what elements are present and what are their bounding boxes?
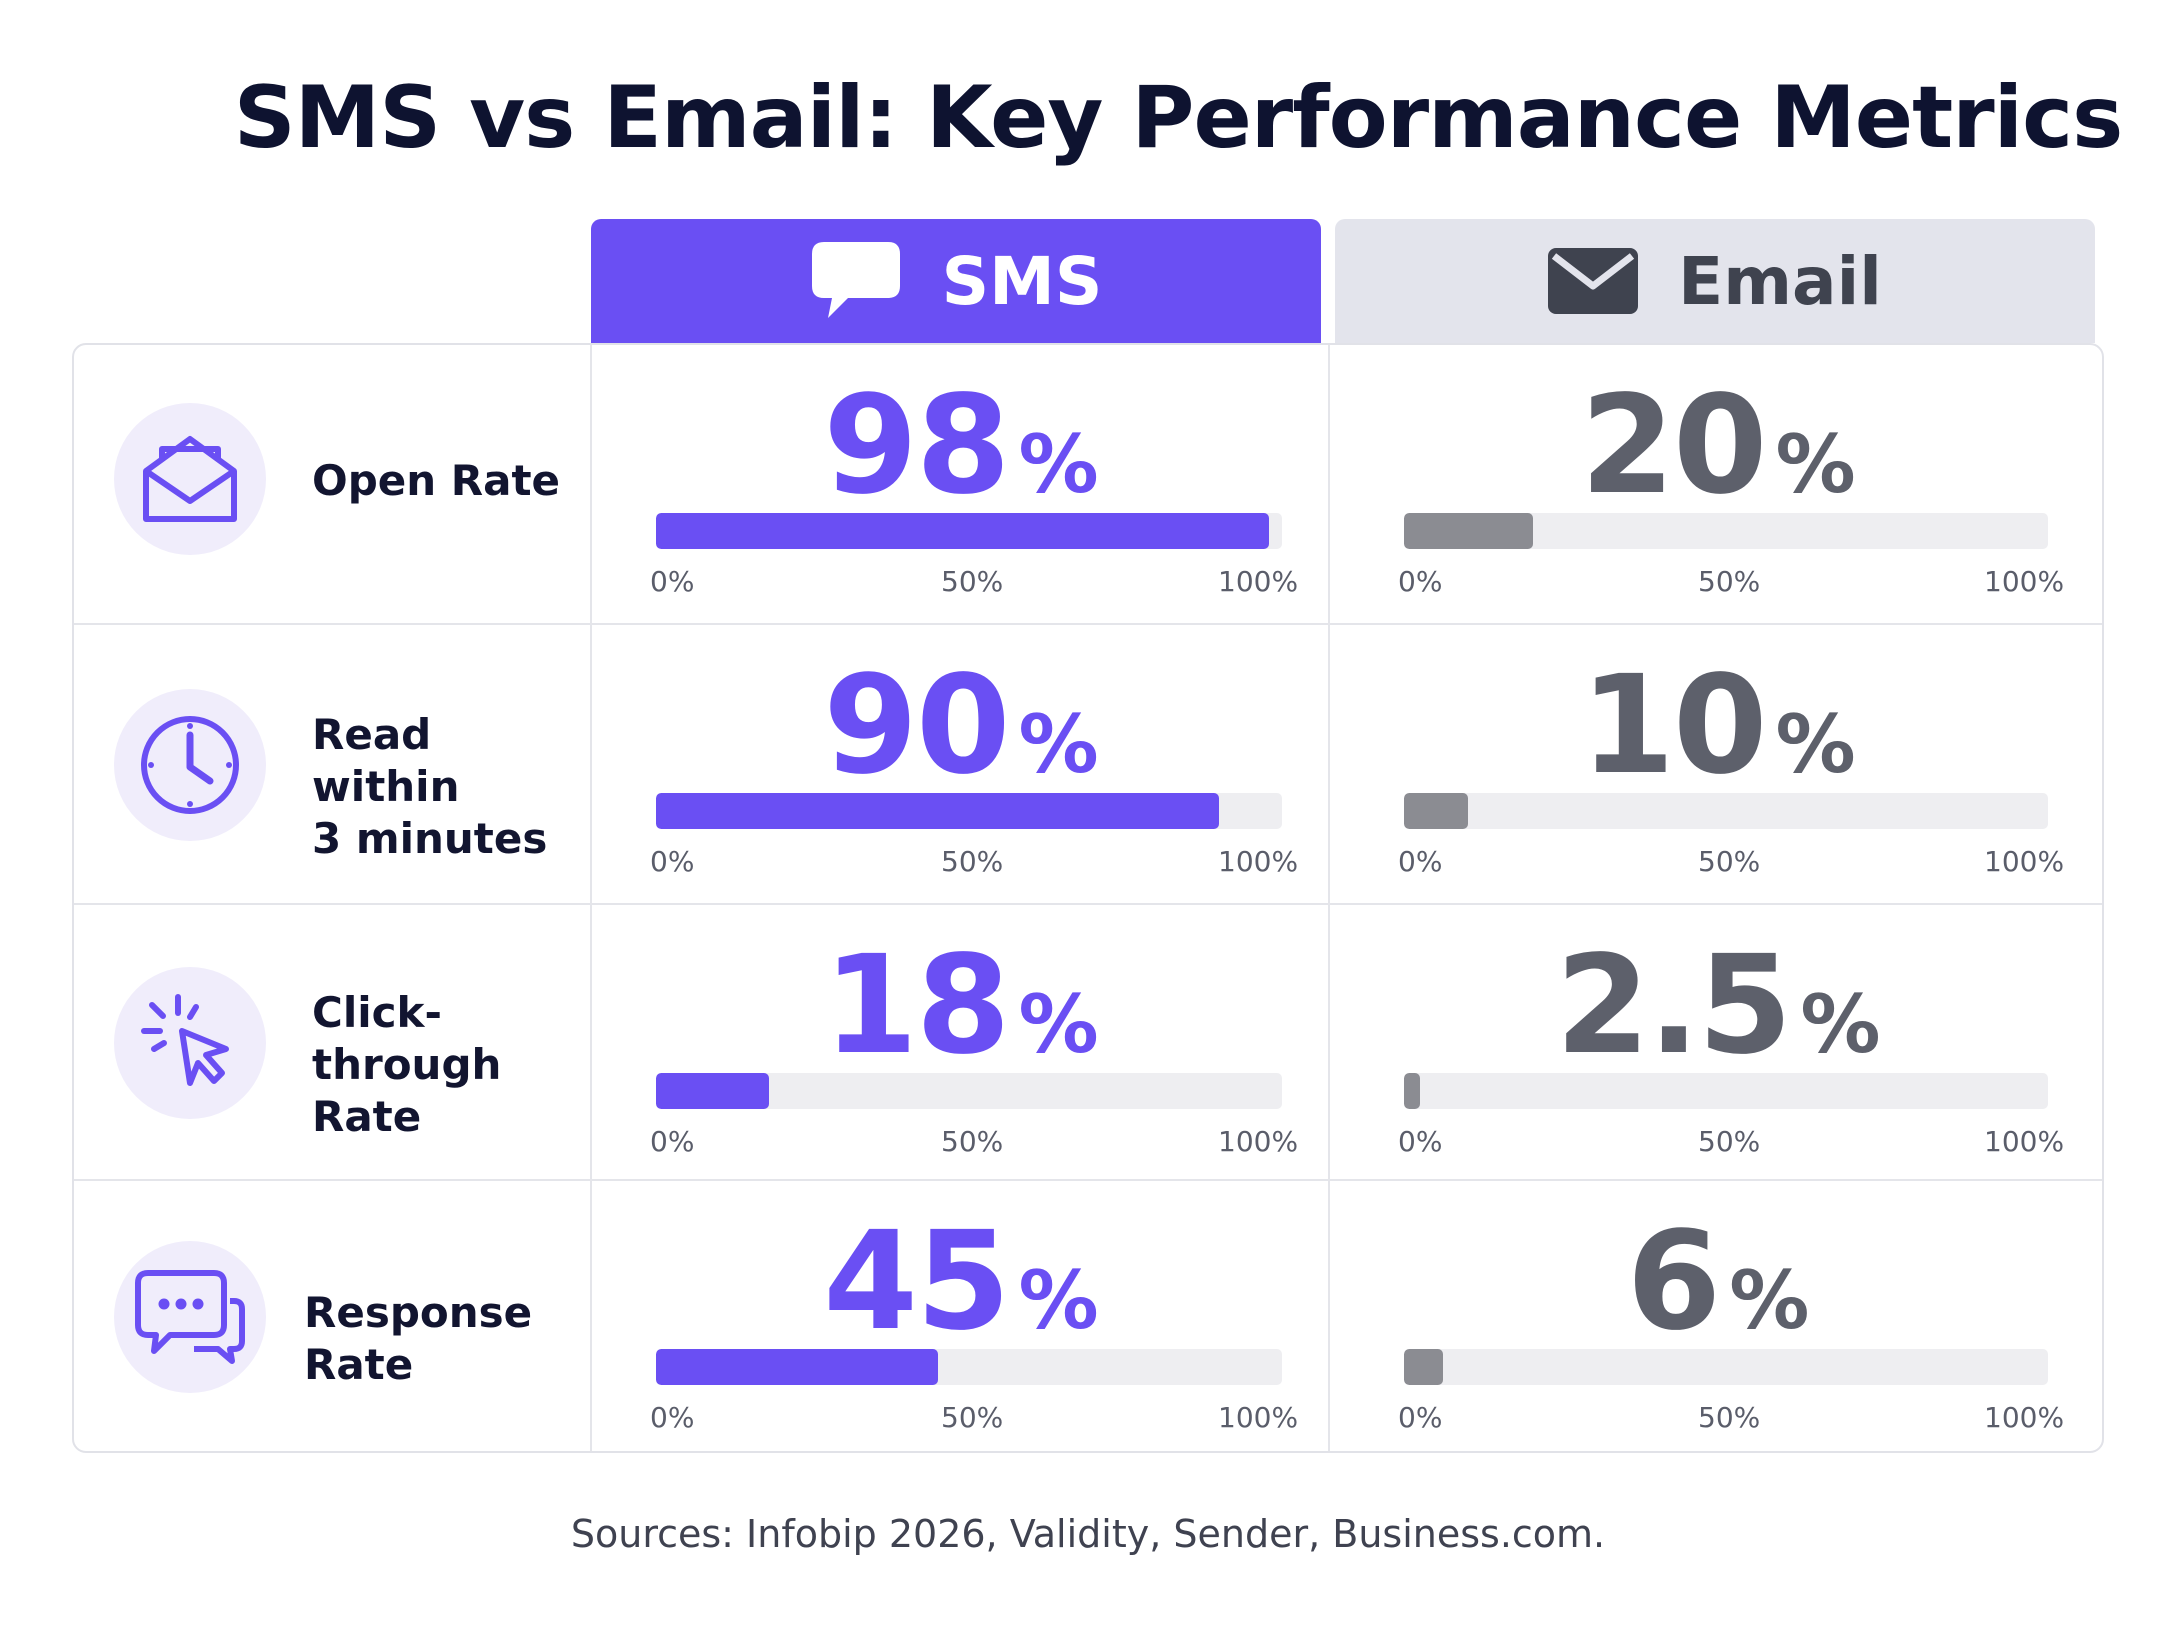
email-value: 10% xyxy=(1330,647,2104,805)
sms-value: 90% xyxy=(592,647,1328,805)
axis-tick-label: 100% xyxy=(1218,1401,1299,1434)
percent-sign: % xyxy=(1775,698,1856,791)
sms-bar-track xyxy=(656,1349,1282,1385)
axis-tick-label: 50% xyxy=(1698,1401,1761,1434)
metric-row: Click-through Rate 18% 0% 50% 100% 2.5% 0% 50% 1… xyxy=(74,905,2102,1181)
axis-tick-label: 50% xyxy=(941,1125,1004,1158)
email-value-cell: 10% 0% 50% 100% xyxy=(1330,625,2104,903)
axis-tick-label: 50% xyxy=(1698,565,1761,598)
sms-bar-track xyxy=(656,513,1282,549)
sms-value-cell: 98% 0% 50% 100% xyxy=(592,345,1328,623)
sms-value-cell: 18% 0% 50% 100% xyxy=(592,905,1328,1179)
metric-label: Open Rate xyxy=(312,456,561,505)
metric-label-cell: Read within 3 minutes xyxy=(74,625,592,903)
axis-tick-label: 100% xyxy=(1984,565,2065,598)
metric-label: Read within 3 minutes xyxy=(312,710,548,863)
sms-value-number: 90 xyxy=(823,647,1010,805)
column-divider xyxy=(590,345,592,1451)
axis-tick-label: 0% xyxy=(1398,845,1443,878)
email-bar-track xyxy=(1404,1073,2048,1109)
email-value-number: 20 xyxy=(1580,367,1767,525)
chart-title: SMS vs Email: Key Performance Metrics xyxy=(233,68,2124,168)
axis-tick-label: 0% xyxy=(650,1401,695,1434)
percent-sign: % xyxy=(1018,978,1099,1071)
axis-tick-label: 100% xyxy=(1218,845,1299,878)
axis-tick-label: 50% xyxy=(1698,845,1761,878)
sms-bar-track xyxy=(656,1073,1282,1109)
percent-sign: % xyxy=(1729,1254,1809,1347)
sms-value-number: 98 xyxy=(823,367,1010,525)
cursor-click-icon xyxy=(114,967,266,1119)
metric-row: Open Rate 98% 0% 50% 100% 20% 0% 50% 100% xyxy=(74,345,2102,625)
sms-column-label: SMS xyxy=(941,242,1103,320)
axis-tick-label: 100% xyxy=(1984,845,2065,878)
sms-value-cell: 45% 0% 50% 100% xyxy=(592,1181,1328,1453)
percent-sign: % xyxy=(1800,978,1880,1071)
email-bar xyxy=(1404,1073,1421,1109)
email-bar-track xyxy=(1404,793,2048,829)
chat-bubble-icon xyxy=(811,242,900,318)
envelope-icon xyxy=(1548,248,1639,314)
axis-tick-label: 0% xyxy=(1398,1401,1443,1434)
axis-tick-label: 100% xyxy=(1218,565,1299,598)
metric-label: Click-through Rate xyxy=(312,988,502,1141)
axis-tick-label: 100% xyxy=(1984,1125,2065,1158)
source-note: Sources: Infobip 2026, Validity, Sender,… xyxy=(570,1512,1606,1556)
email-column-label: Email xyxy=(1678,242,1882,320)
metric-label: Response Rate xyxy=(304,1288,533,1389)
email-value: 6% xyxy=(1330,1203,2104,1361)
metrics-table: Open Rate 98% 0% 50% 100% 20% 0% 50% 100% Read wi… xyxy=(72,343,2104,1453)
email-value: 2.5% xyxy=(1330,927,2104,1085)
email-value-number: 2.5 xyxy=(1555,927,1792,1085)
sms-bar-track xyxy=(656,793,1282,829)
clock-icon xyxy=(114,689,266,841)
email-bar-track xyxy=(1404,513,2048,549)
email-value-cell: 6% 0% 50% 100% xyxy=(1330,1181,2104,1453)
sms-value: 45% xyxy=(592,1203,1328,1361)
email-bar-track xyxy=(1404,1349,2048,1385)
sms-value-cell: 90% 0% 50% 100% xyxy=(592,625,1328,903)
sms-value-number: 45 xyxy=(823,1203,1010,1361)
axis-tick-label: 50% xyxy=(1698,1125,1761,1158)
email-value-number: 10 xyxy=(1580,647,1767,805)
axis-tick-label: 0% xyxy=(1398,565,1443,598)
percent-sign: % xyxy=(1775,418,1856,511)
percent-sign: % xyxy=(1018,1254,1099,1347)
email-bar xyxy=(1404,1349,1443,1385)
axis-tick-label: 100% xyxy=(1984,1401,2065,1434)
axis-tick-label: 0% xyxy=(650,1125,695,1158)
metric-label-cell: Open Rate xyxy=(74,345,592,623)
percent-sign: % xyxy=(1018,418,1099,511)
sms-bar xyxy=(656,1073,769,1109)
axis-tick-label: 100% xyxy=(1218,1125,1299,1158)
sms-value-number: 18 xyxy=(823,927,1010,1085)
metric-row: Response Rate 45% 0% 50% 100% 6% 0% 50% 100% xyxy=(74,1181,2102,1453)
sms-bar xyxy=(656,793,1220,829)
open-envelope-icon xyxy=(114,403,266,555)
axis-tick-label: 50% xyxy=(941,1401,1004,1434)
metric-label-cell: Response Rate xyxy=(74,1181,592,1453)
email-bar xyxy=(1404,793,1469,829)
metric-label-cell: Click-through Rate xyxy=(74,905,592,1179)
email-column-header: Email xyxy=(1335,219,2095,343)
email-value-number: 6 xyxy=(1626,1203,1722,1361)
chat-bubbles-icon xyxy=(114,1241,266,1393)
axis-tick-label: 0% xyxy=(650,845,695,878)
axis-tick-label: 0% xyxy=(1398,1125,1443,1158)
email-bar xyxy=(1404,513,1533,549)
percent-sign: % xyxy=(1018,698,1099,791)
email-value: 20% xyxy=(1330,367,2104,525)
sms-column-header: SMS xyxy=(591,219,1321,343)
sms-value: 98% xyxy=(592,367,1328,525)
axis-tick-label: 50% xyxy=(941,565,1004,598)
sms-value: 18% xyxy=(592,927,1328,1085)
metric-row: Read within 3 minutes 90% 0% 50% 100% 10% 0% 50… xyxy=(74,625,2102,905)
column-divider xyxy=(1328,345,1330,1451)
email-value-cell: 2.5% 0% 50% 100% xyxy=(1330,905,2104,1179)
sms-bar xyxy=(656,1349,938,1385)
email-value-cell: 20% 0% 50% 100% xyxy=(1330,345,2104,623)
sms-bar xyxy=(656,513,1270,549)
axis-tick-label: 0% xyxy=(650,565,695,598)
axis-tick-label: 50% xyxy=(941,845,1004,878)
